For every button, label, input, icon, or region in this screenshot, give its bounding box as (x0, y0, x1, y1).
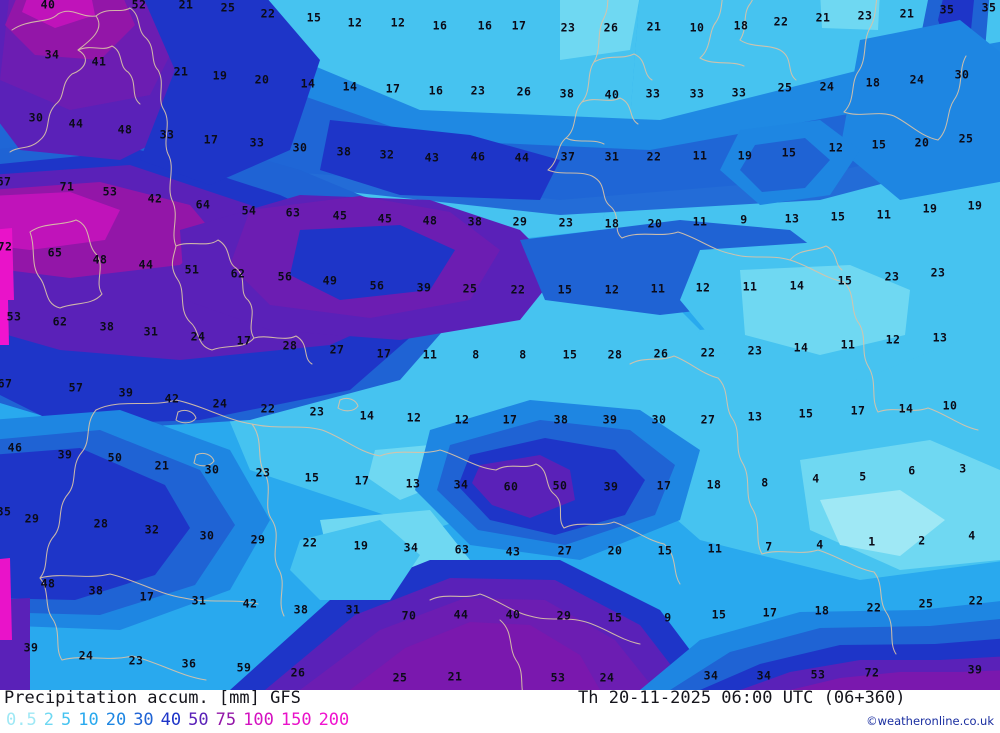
band-level-2d (560, 0, 640, 60)
precipitation-field (0, 0, 1000, 690)
scale-step-40[interactable]: 40 (160, 710, 182, 730)
scale-step-150[interactable]: 150 (280, 710, 312, 730)
band-level-70-bot (350, 622, 600, 690)
precipitation-map[interactable]: 40 52 21 25 22 15 12 12 16 16 17 23 26 21 10 18 22 21 23 21… (0, 0, 1000, 690)
coastlines (9, 0, 979, 690)
band-level-200-w (0, 300, 9, 345)
copyright-notice: ©weatheronline.co.uk (866, 714, 994, 728)
band-level-0p5 (820, 490, 945, 556)
precipitation-scale[interactable]: 0.5 2 5 10 20 30 40 50 75 100 150 200 (6, 710, 356, 730)
scale-step-200[interactable]: 200 (318, 710, 350, 730)
band-level-40-sw (0, 448, 190, 600)
band-level-2e (820, 0, 880, 30)
scale-step-2[interactable]: 2 (43, 710, 54, 730)
scale-step-20[interactable]: 20 (105, 710, 127, 730)
band-level-75-se (790, 670, 1000, 690)
scale-step-100[interactable]: 100 (243, 710, 274, 730)
band-level-40-core (320, 120, 560, 200)
band-level-40-mid-core (290, 225, 455, 300)
scale-step-75[interactable]: 75 (215, 710, 237, 730)
band-level-40-scot-edge (140, 0, 320, 185)
band-level-150-sw (0, 558, 12, 640)
scale-step-5[interactable]: 5 (60, 710, 72, 730)
band-level-100-w (0, 192, 120, 250)
product-title: Precipitation accum. [mm] GFS (4, 688, 301, 708)
band-level-2-mr (740, 265, 910, 355)
map-footer: Precipitation accum. [mm] GFS 0.5 2 5 10 20 3… (0, 688, 1000, 733)
scale-step-0_5[interactable]: 0.5 (6, 710, 37, 730)
scale-step-10[interactable]: 10 (78, 710, 99, 730)
scale-step-50[interactable]: 50 (188, 710, 209, 730)
band-level-50-alps (472, 455, 575, 518)
scale-step-30[interactable]: 30 (133, 710, 154, 730)
band-level-30-den (740, 138, 830, 192)
forecast-runtime: Th 20-11-2025 06:00 UTC (06+360) (578, 688, 906, 708)
band-level-5-bm (290, 520, 420, 600)
band-level-20-nor (840, 20, 1000, 200)
band-level-150-w (0, 228, 14, 300)
